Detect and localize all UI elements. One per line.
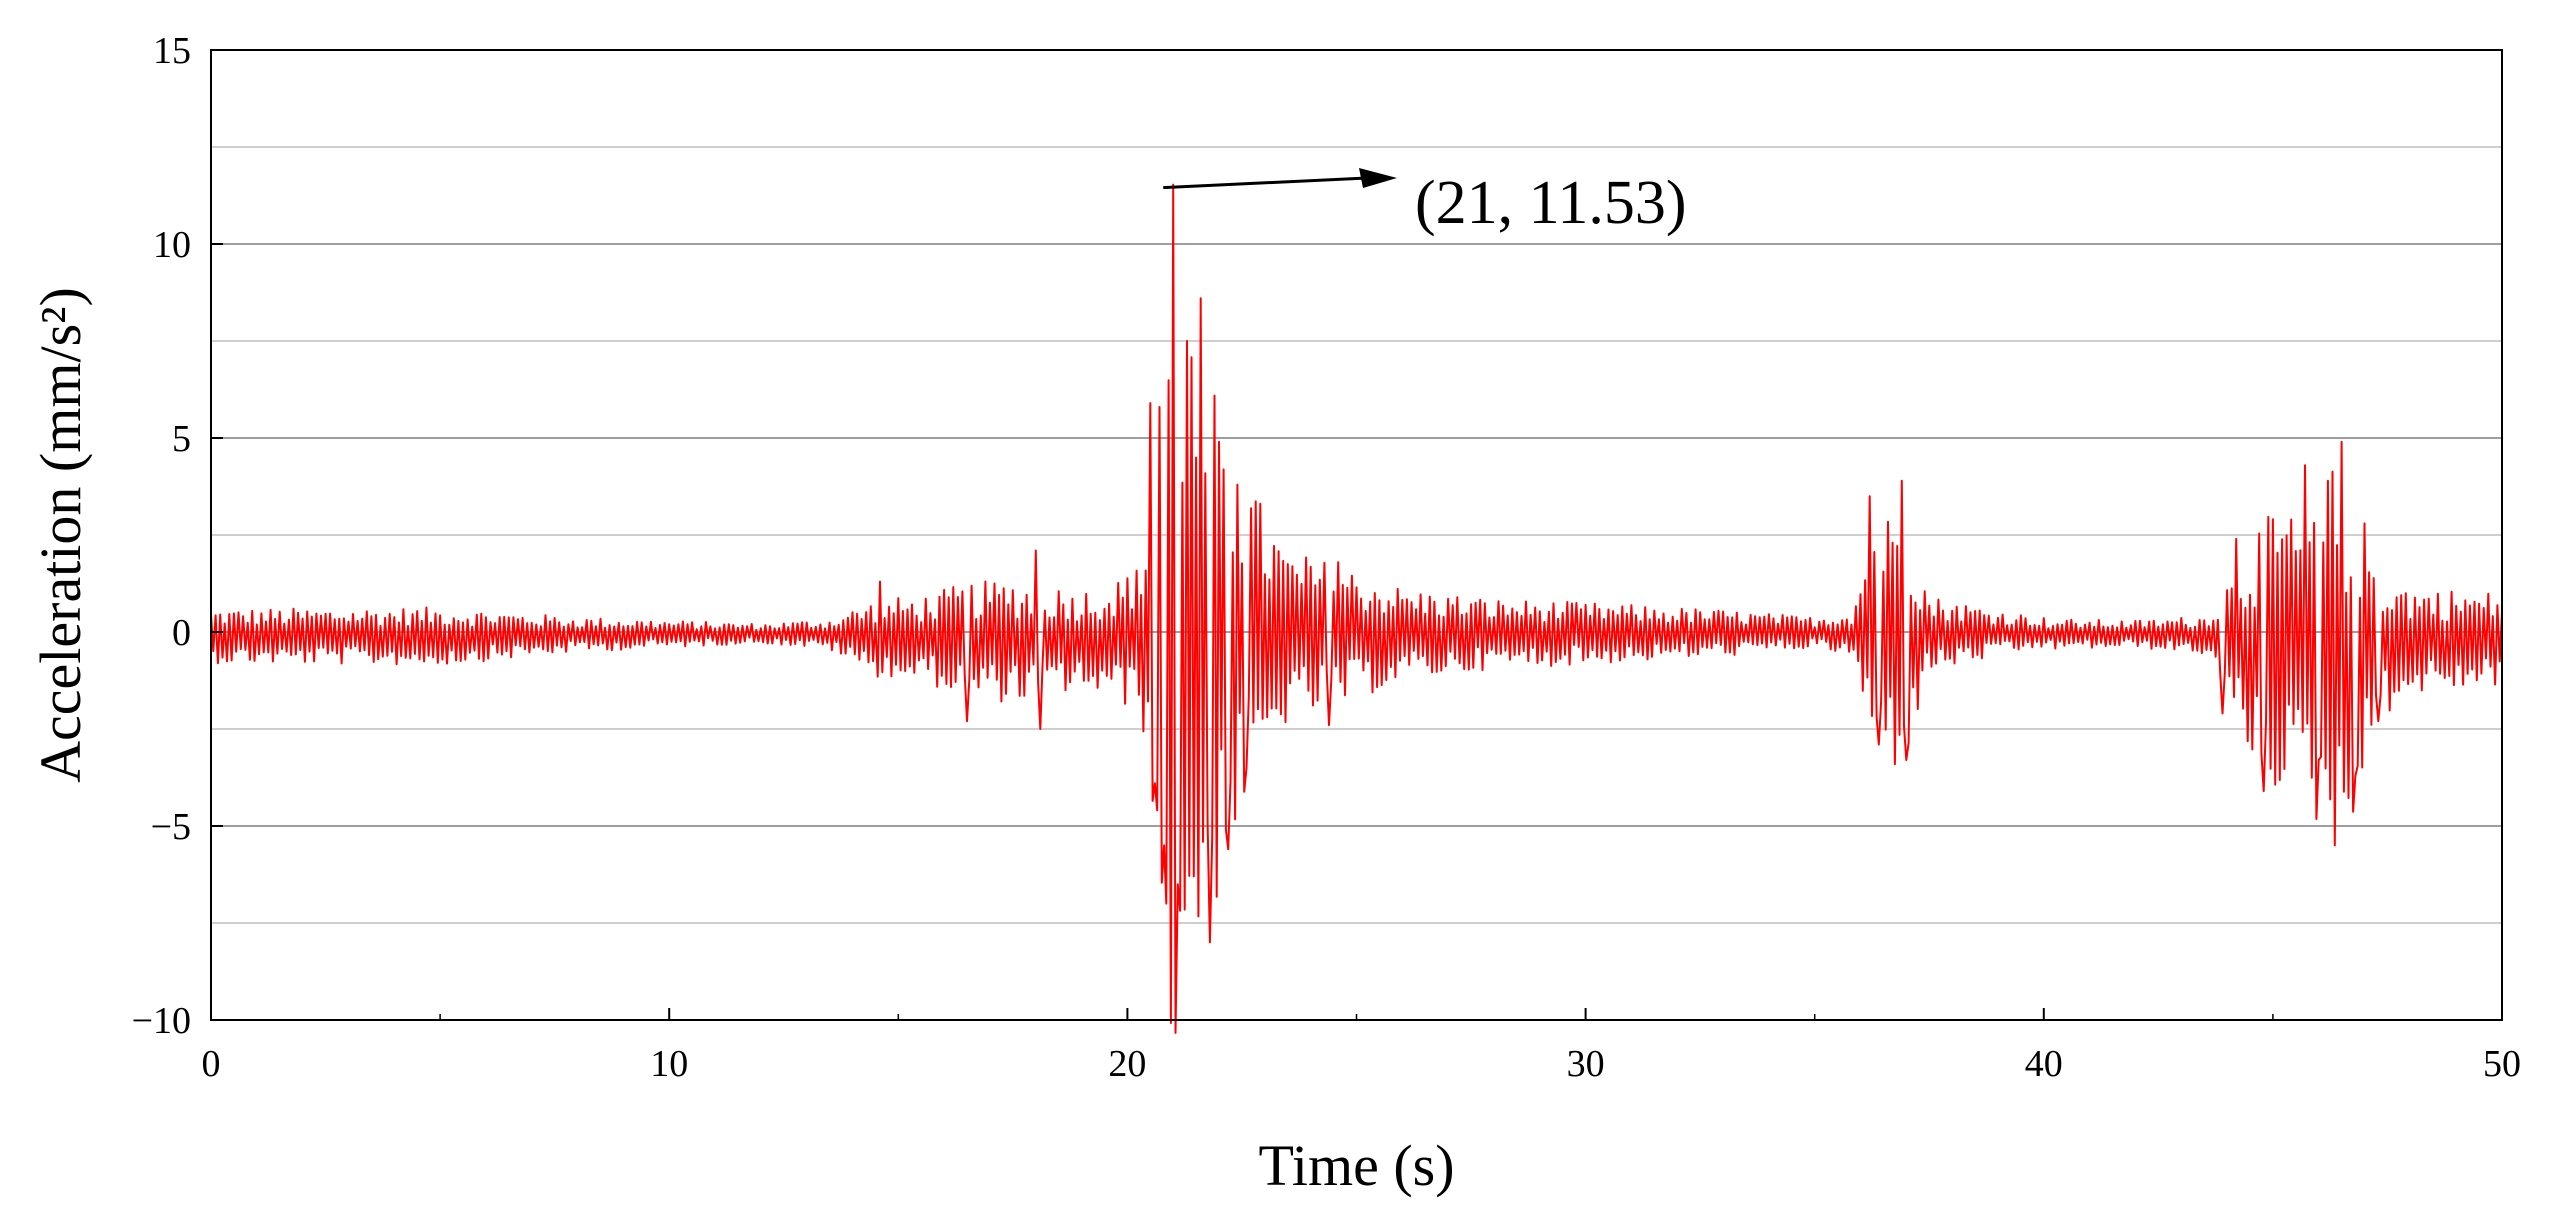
y-tick-label: 0 [172,612,191,654]
x-tick-label: 10 [650,1043,688,1085]
x-tick-label: 50 [2483,1043,2521,1085]
axis-ticks: 0 10 20 30 40 50 −10 −5 0 5 10 15 [132,30,2521,1085]
annotation-label: (21, 11.53) [1415,169,1687,237]
series-acceleration [210,183,2503,1034]
x-tick-label: 40 [2025,1043,2063,1085]
acceleration-line [210,183,2503,1034]
annotation-arrowhead [1359,168,1397,188]
y-tick-label: 10 [153,224,191,266]
x-tick-label: 30 [1567,1043,1605,1085]
x-axis-title: Time (s) [1258,1133,1454,1198]
y-tick-label: 5 [172,418,191,460]
y-axis-title: Acceleration (mm/s²) [28,287,93,783]
y-tick-label: 15 [153,30,191,72]
annotation-arrow-line [1163,176,1368,190]
gridlines [211,146,2502,924]
x-tick-label: 20 [1108,1043,1146,1085]
y-tick-label: −10 [132,1000,191,1042]
y-tick-label: −5 [151,806,191,848]
peak-annotation: (21, 11.53) [1163,168,1687,237]
x-tick-label: 0 [202,1043,221,1085]
